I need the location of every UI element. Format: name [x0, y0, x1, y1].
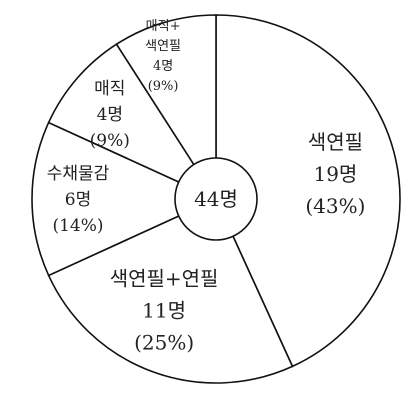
pie-slices	[31, 14, 401, 384]
slice-labels: 색연필 19명 (43%) 색연필+연필 11명 (25%) 수채물감 6명 (14%) 매직 4명…	[47, 19, 366, 354]
slice-label: 색연필+연필	[110, 266, 219, 290]
slice-label: 색연필	[308, 130, 363, 154]
slice-label: 매직+	[146, 19, 181, 34]
slice-percent-label: (9%)	[148, 79, 179, 94]
slice-percent-label: (9%)	[90, 131, 130, 151]
slice-count-label: 11명	[142, 298, 186, 322]
slice-percent-label: (25%)	[134, 330, 194, 354]
slice-percent-label: (14%)	[52, 216, 103, 236]
pie-slice	[215, 14, 401, 368]
pie-slice	[47, 43, 219, 201]
center-circle	[174, 157, 258, 241]
pie-slice	[31, 121, 218, 277]
slice-count-label: 4명	[153, 59, 173, 74]
slice-label: 수채물감	[47, 164, 110, 184]
pie-slice	[47, 197, 294, 384]
slice-count-label: 6명	[65, 190, 91, 210]
slice-count-label: 19명	[313, 162, 357, 186]
pie-slice	[115, 14, 217, 202]
center-total-label: 44명	[194, 187, 238, 211]
slice-label: 색연필	[145, 39, 181, 54]
slice-label: 매직	[94, 79, 125, 99]
slice-percent-label: (43%)	[305, 194, 365, 218]
slice-count-label: 4명	[97, 105, 123, 125]
